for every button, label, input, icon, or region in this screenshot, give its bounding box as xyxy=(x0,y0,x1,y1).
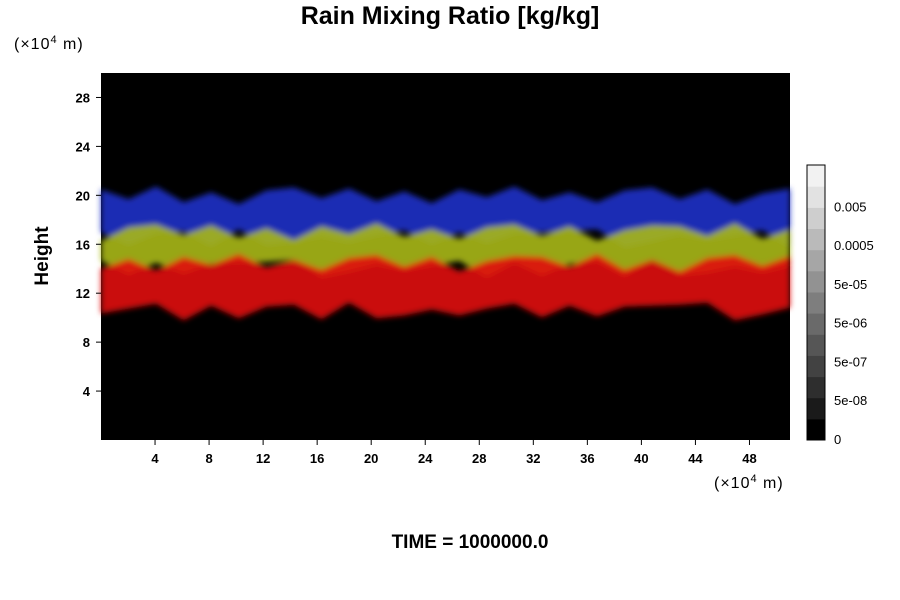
colorbar-label: 5e-06 xyxy=(834,316,867,331)
colorbar-label: 0 xyxy=(834,432,841,447)
x-tick-label: 48 xyxy=(742,451,756,466)
colorbar: 0 5e-08 5e-07 5e-06 5e-05 0.0005 0.005 xyxy=(806,164,874,447)
y-tick-label: 28 xyxy=(76,90,90,105)
x-tick-label: 44 xyxy=(688,451,703,466)
colorbar-label: 0.0005 xyxy=(834,238,874,253)
colorbar-segment xyxy=(807,355,825,378)
rain-field xyxy=(101,186,790,321)
colorbar-segment xyxy=(807,207,825,229)
colorbar-label: 5e-08 xyxy=(834,393,867,408)
colorbar-label: 5e-07 xyxy=(834,354,867,369)
x-tick-label: 20 xyxy=(364,451,378,466)
y-tick-label: 20 xyxy=(76,188,90,203)
band-middle xyxy=(101,223,790,278)
chart-title: Rain Mixing Ratio [kg/kg] xyxy=(300,2,600,30)
colorbar-segment xyxy=(807,418,825,441)
colorbar-segment xyxy=(807,397,825,420)
y-axis-unit: (×104 m) xyxy=(14,34,84,53)
band-lower xyxy=(101,253,790,321)
x-tick-label: 16 xyxy=(310,451,324,466)
time-label: TIME = 1000000.0 xyxy=(391,532,549,553)
x-tick-label: 32 xyxy=(526,451,540,466)
colorbar-segment xyxy=(807,291,825,314)
colorbar-segment xyxy=(807,165,825,187)
y-tick-label: 8 xyxy=(83,335,90,350)
y-tick-label: 12 xyxy=(76,286,90,301)
x-tick-label: 24 xyxy=(418,451,433,466)
x-axis-unit: (×104 m) xyxy=(714,473,784,492)
colorbar-frame xyxy=(806,164,826,441)
colorbar-segment xyxy=(807,376,825,399)
x-tick-label: 40 xyxy=(634,451,648,466)
colorbar-segment xyxy=(807,249,825,272)
y-tick-label: 16 xyxy=(76,237,90,252)
colorbar-segment xyxy=(807,186,825,208)
x-tick-label: 12 xyxy=(256,451,270,466)
x-tick-label: 36 xyxy=(580,451,594,466)
y-tick-label: 4 xyxy=(83,384,91,399)
x-tick-label: 4 xyxy=(151,451,159,466)
colorbar-segment xyxy=(807,228,825,251)
colorbar-segment xyxy=(807,334,825,356)
colorbar-label: 0.005 xyxy=(834,199,867,214)
x-tick-label: 28 xyxy=(472,451,486,466)
colorbar-segment xyxy=(807,270,825,293)
y-tick-label: 24 xyxy=(76,139,91,154)
colorbar-segment xyxy=(807,313,825,335)
colorbar-label: 5e-05 xyxy=(834,277,867,292)
x-tick-label: 8 xyxy=(205,451,212,466)
